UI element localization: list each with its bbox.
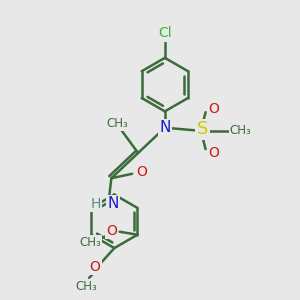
Text: CH₃: CH₃ [75, 280, 97, 292]
Text: Cl: Cl [158, 26, 172, 40]
Text: O: O [208, 146, 219, 160]
Text: CH₃: CH₃ [106, 117, 128, 130]
Text: S: S [197, 120, 208, 138]
Text: O: O [136, 165, 147, 179]
Text: O: O [106, 224, 117, 238]
Text: CH₃: CH₃ [230, 124, 251, 137]
Text: O: O [90, 260, 101, 274]
Text: O: O [208, 102, 219, 116]
Text: N: N [107, 196, 118, 211]
Text: CH₃: CH₃ [79, 236, 101, 249]
Text: H: H [91, 196, 101, 211]
Text: N: N [159, 120, 170, 135]
